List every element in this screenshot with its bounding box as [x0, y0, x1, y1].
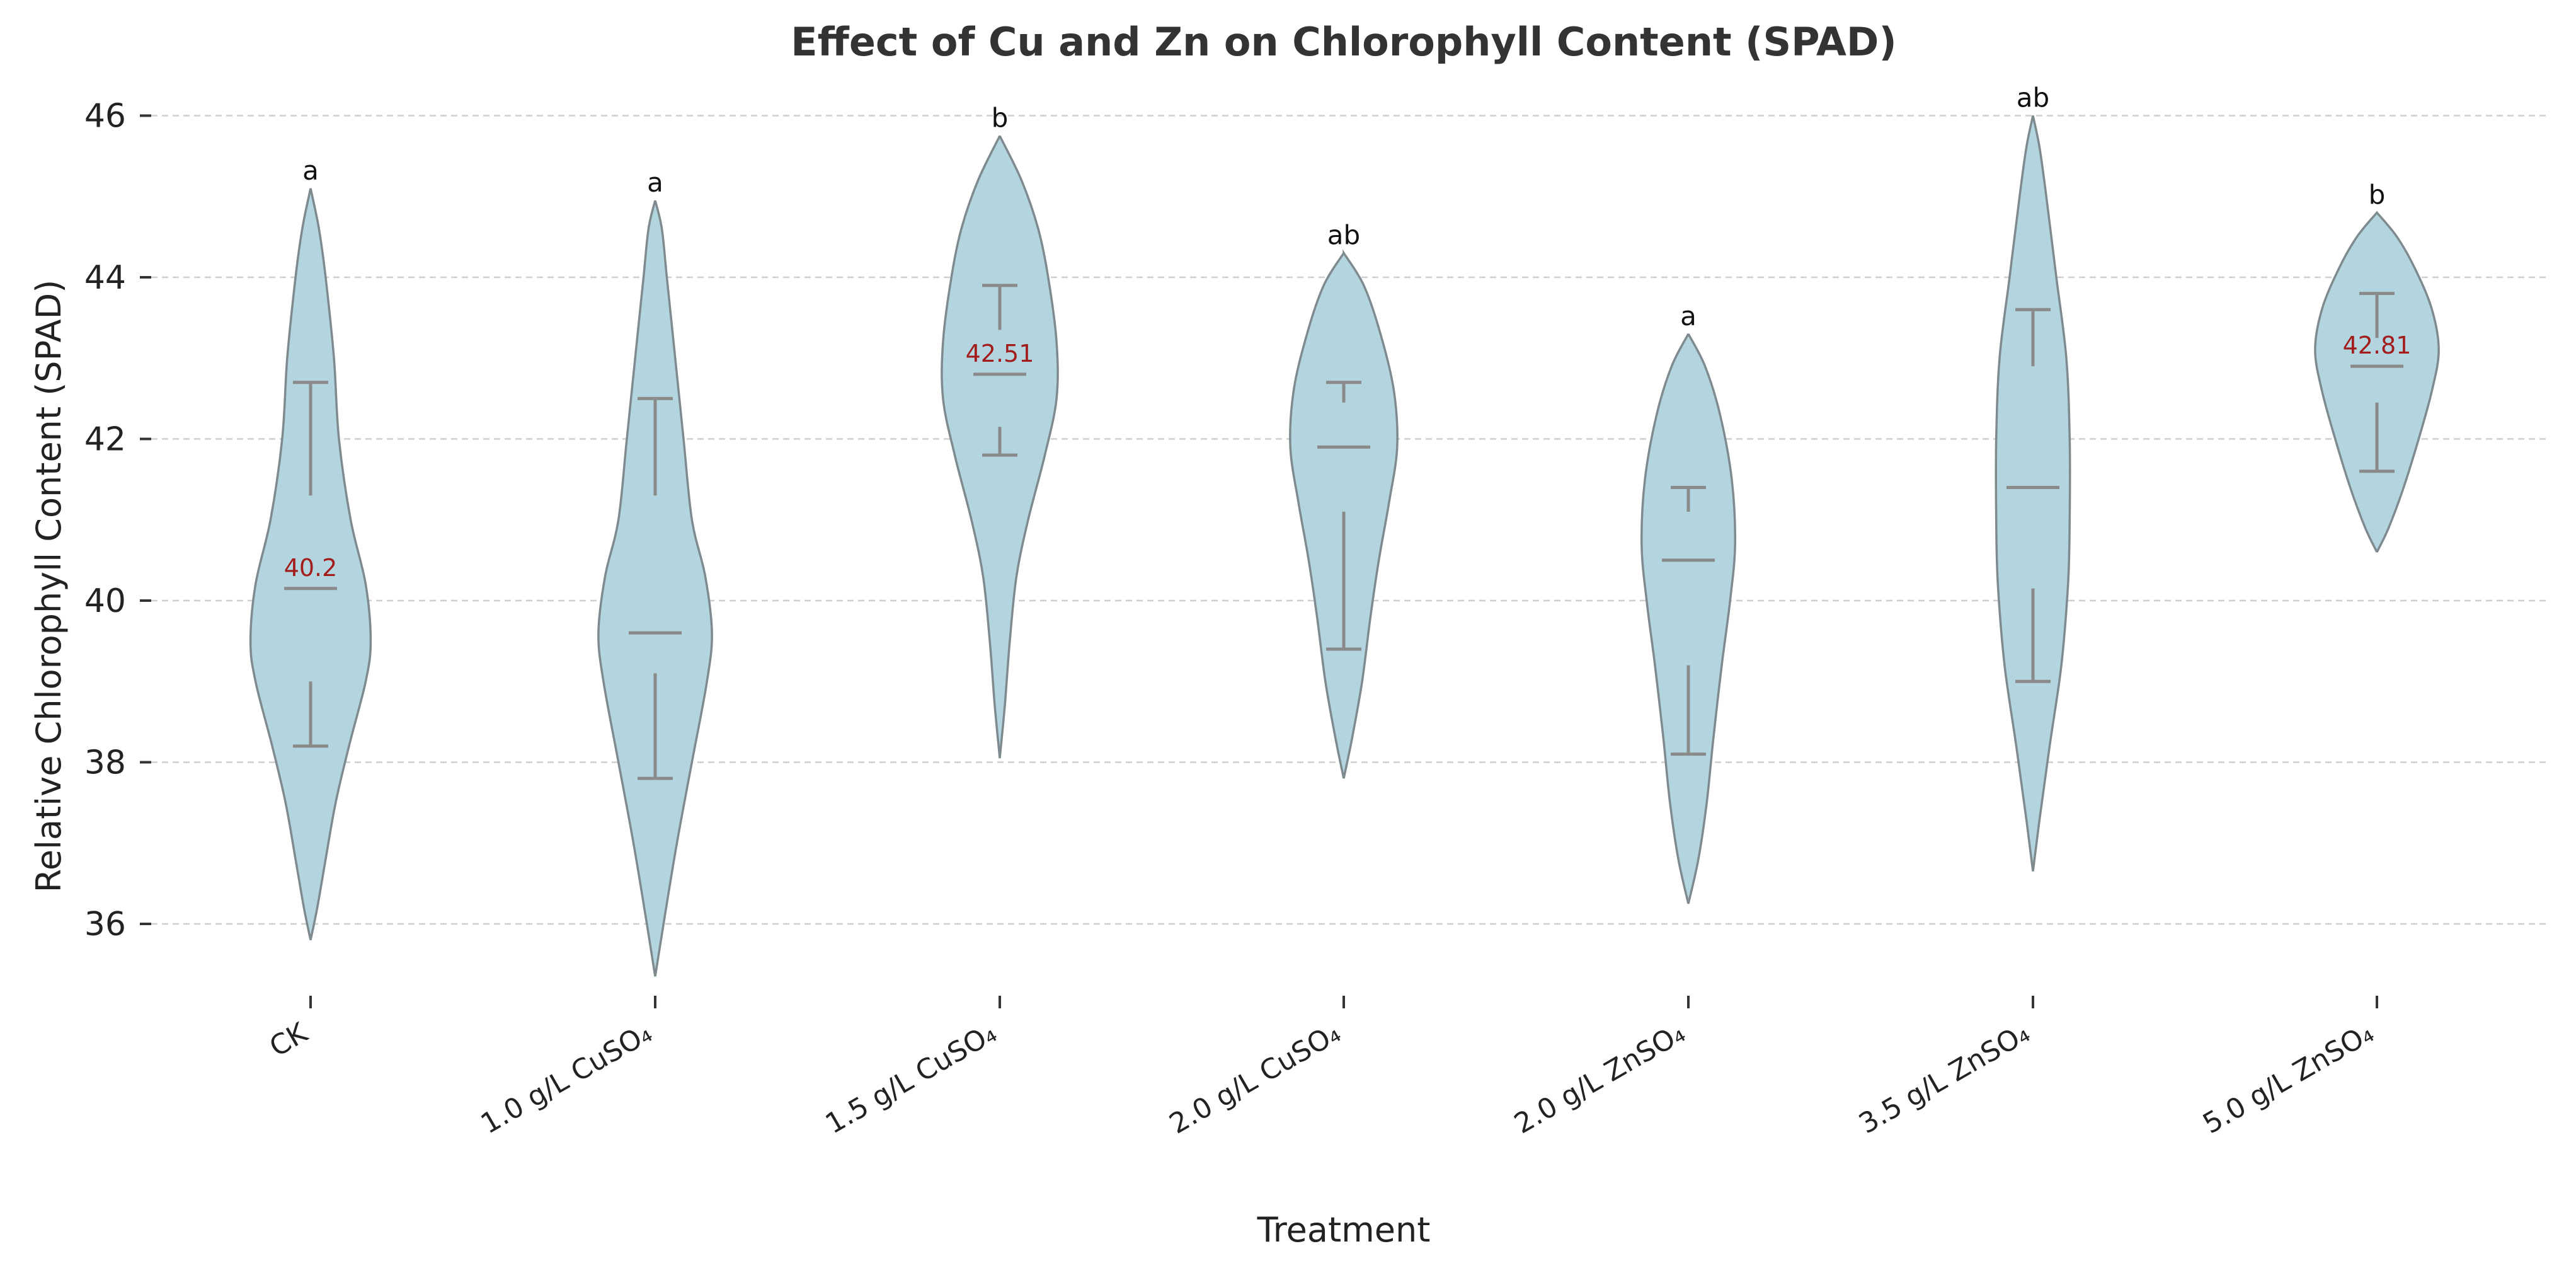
violin-group: a 40.2: [249, 155, 372, 941]
y-tick-label: 40: [84, 582, 126, 620]
violin-group: ab: [1289, 220, 1399, 779]
mean-label: 42.81: [2343, 331, 2412, 359]
significance-label: a: [1680, 301, 1697, 331]
violin-group: ab: [1995, 83, 2071, 872]
gridlines: [151, 115, 2548, 925]
violin-body: [1640, 333, 1737, 904]
significance-label: a: [302, 155, 319, 186]
y-axis-ticks: 36 38 40 42 44 46: [84, 98, 151, 943]
y-tick-label: 38: [84, 744, 126, 782]
x-tick-label: 1.5 g/L CuSO₄: [820, 1017, 1002, 1140]
violin-group: a: [597, 167, 713, 977]
y-tick-label: 42: [84, 421, 126, 459]
violin-group: b 42.51: [941, 103, 1059, 759]
x-tick-label: 3.5 g/L ZnSO₄: [1853, 1017, 2035, 1140]
violin-body: [2314, 210, 2440, 553]
violin-body: [249, 188, 372, 941]
x-tick-label: 2.0 g/L ZnSO₄: [1509, 1017, 1690, 1140]
y-axis-label: Relative Chlorophyll Content (SPAD): [29, 280, 69, 893]
violin-body: [1995, 115, 2071, 872]
mean-label: 40.2: [284, 554, 338, 582]
x-axis-ticks: CK 1.0 g/L CuSO₄ 1.5 g/L CuSO₄ 2.0 g/L CuSO…: [264, 996, 2379, 1141]
significance-label: ab: [1327, 220, 1360, 251]
violin-body: [597, 200, 713, 977]
chart-title: Effect of Cu and Zn on Chlorophyll Conte…: [791, 19, 1896, 65]
x-tick-label: 1.0 g/L CuSO₄: [476, 1017, 658, 1140]
y-tick-label: 44: [84, 259, 126, 297]
y-tick-label: 46: [84, 98, 126, 135]
significance-label: ab: [2017, 83, 2049, 113]
significance-label: b: [2369, 179, 2386, 210]
x-axis-label: Treatment: [1257, 1210, 1431, 1250]
x-tick-label: 2.0 g/L CuSO₄: [1164, 1017, 1346, 1140]
violin-group: a: [1640, 301, 1737, 904]
significance-label: b: [992, 103, 1009, 134]
violin-group: b 42.81: [2314, 179, 2440, 553]
significance-label: a: [647, 167, 663, 198]
y-tick-label: 36: [84, 906, 126, 943]
mean-label: 42.51: [966, 340, 1034, 367]
x-tick-label: 5.0 g/L ZnSO₄: [2197, 1017, 2379, 1140]
x-tick-label: CK: [264, 1017, 313, 1064]
